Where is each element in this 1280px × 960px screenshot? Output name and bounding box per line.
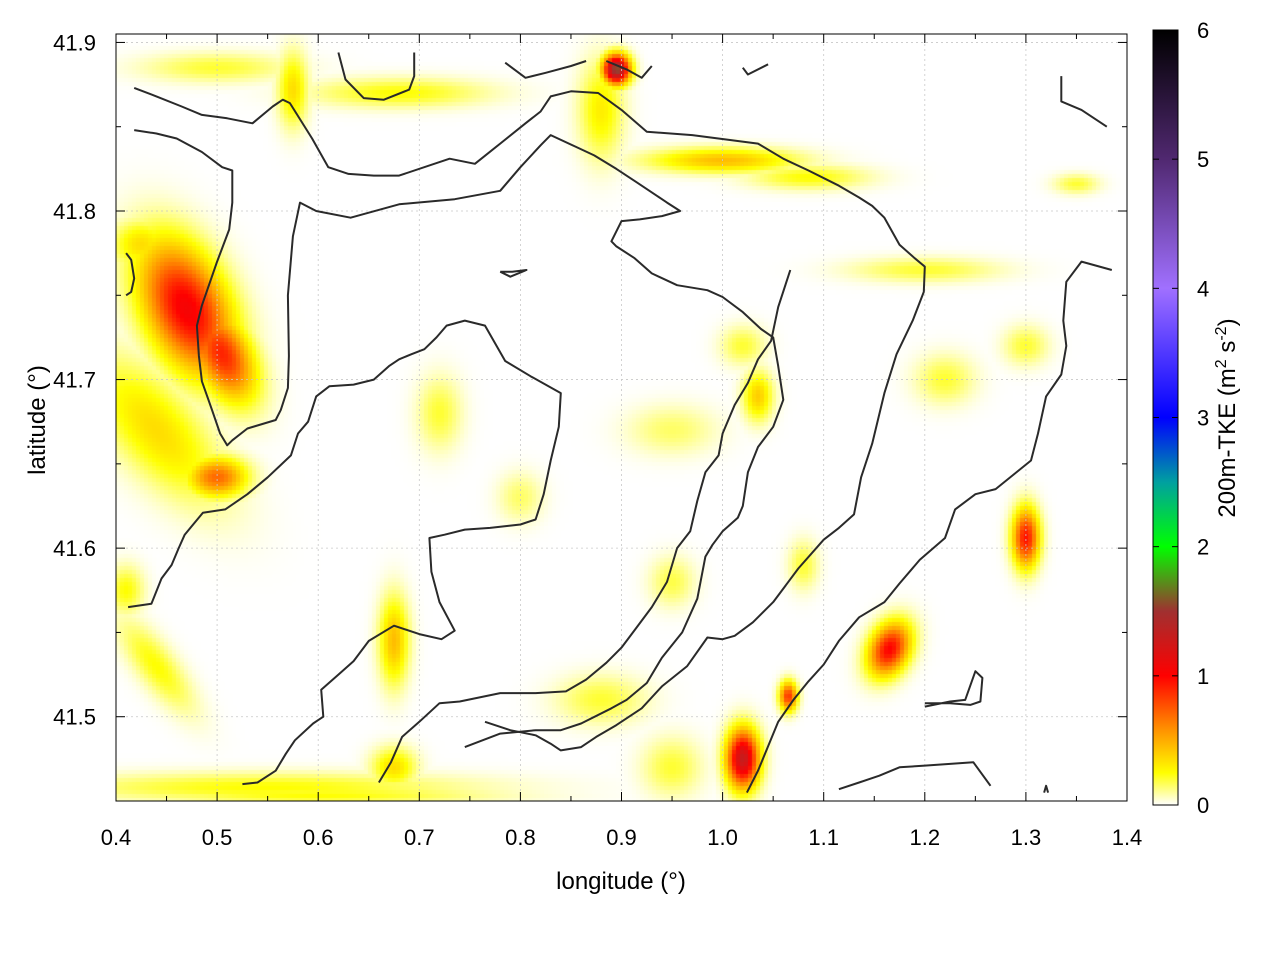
x-tick-label: 0.5 xyxy=(202,825,233,850)
y-tick-label: 41.5 xyxy=(53,705,96,730)
colorbar-tick-label: 2 xyxy=(1197,535,1209,560)
colorbar-tick-label: 1 xyxy=(1197,664,1209,689)
colorbar-tick-label: 5 xyxy=(1197,147,1209,172)
colorbar-tick-label: 0 xyxy=(1197,793,1209,818)
contour-line xyxy=(378,269,792,784)
x-tick-label: 0.4 xyxy=(101,825,132,850)
x-tick-label: 1.2 xyxy=(910,825,941,850)
colorbar-tick-label: 3 xyxy=(1197,406,1209,431)
colorbar-ticks: 0 1 2 3 4 5 6 xyxy=(1153,18,1209,818)
colorbar-tick-label: 4 xyxy=(1197,276,1209,301)
contour-line xyxy=(127,319,562,786)
contour-line xyxy=(133,86,926,752)
contour-line xyxy=(134,129,785,749)
contour-line xyxy=(742,63,769,76)
contour-line xyxy=(125,252,136,297)
x-tick-label: 1.3 xyxy=(1011,825,1042,850)
x-tick-label: 1.4 xyxy=(1112,825,1143,850)
contour-line xyxy=(746,260,1113,794)
y-tick-label: 41.8 xyxy=(53,199,96,224)
x-tick-label: 0.6 xyxy=(303,825,334,850)
x-axis-title: longitude (°) xyxy=(556,868,686,895)
contour-line xyxy=(605,60,653,79)
y-axis-ticks: 41.5 41.6 41.7 41.8 41.9 xyxy=(53,30,1127,802)
contour-line xyxy=(499,269,528,278)
y-axis-title: latitude (°) xyxy=(24,365,51,475)
y-tick-label: 41.7 xyxy=(53,368,96,393)
colorbar-tick-label: 6 xyxy=(1197,18,1209,43)
x-tick-label: 0.8 xyxy=(505,825,536,850)
x-tick-label: 1.0 xyxy=(707,825,738,850)
contour-line xyxy=(1043,784,1050,793)
contour-line xyxy=(1060,76,1108,128)
contour-line xyxy=(838,761,992,791)
contour-line xyxy=(504,60,587,79)
y-tick-label: 41.9 xyxy=(53,30,96,55)
x-tick-label: 0.9 xyxy=(606,825,637,850)
y-tick-label: 41.6 xyxy=(53,536,96,561)
x-tick-label: 1.1 xyxy=(808,825,839,850)
x-axis-ticks: 0.4 0.5 0.6 0.7 0.8 0.9 1.0 1.1 1.2 1.3 1.4 xyxy=(101,34,1143,850)
contour-lines xyxy=(125,52,1113,794)
contour-line xyxy=(337,52,416,101)
x-tick-label: 0.7 xyxy=(404,825,435,850)
colorbar-title: 200m-TKE (m2 s-2) xyxy=(1213,318,1241,517)
contour-line xyxy=(924,670,984,708)
